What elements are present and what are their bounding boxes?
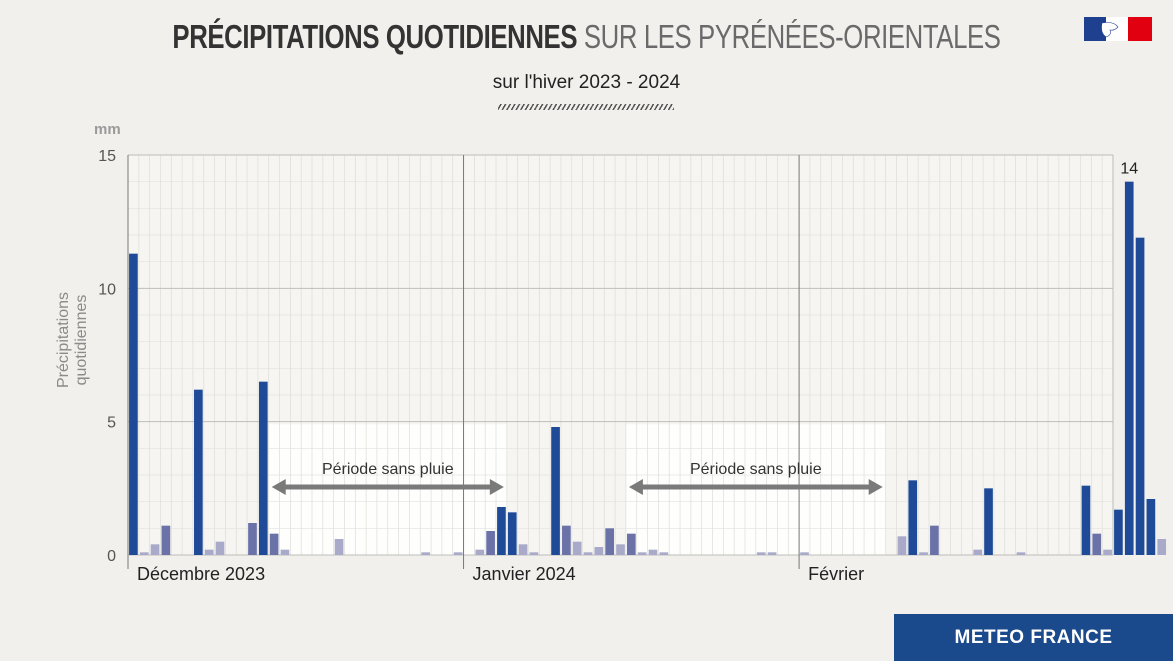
- bar-day-79: [973, 549, 983, 555]
- bar-day-93: [1124, 181, 1134, 555]
- month-label: Janvier 2024: [473, 564, 576, 584]
- month-label: Février: [808, 564, 864, 584]
- bar-day-50: [659, 552, 669, 555]
- bar-day-49: [648, 549, 658, 555]
- bar-day-90: [1092, 533, 1102, 555]
- bar-day-31: [453, 552, 463, 555]
- dry-period-label-2: Période sans pluie: [690, 461, 822, 478]
- bar-day-7: [194, 389, 203, 555]
- bar-day-91: [1103, 549, 1112, 555]
- bar-day-80: [984, 488, 993, 555]
- bar-day-2: [139, 552, 149, 555]
- bar-day-28: [421, 552, 430, 555]
- bar-day-20: [334, 539, 344, 555]
- bar-day-74: [919, 552, 928, 555]
- dry-period-label-1: Période sans pluie: [322, 461, 454, 478]
- bar-day-46: [616, 544, 625, 555]
- subtitle: sur l'hiver 2023 - 2024: [492, 72, 681, 93]
- bar-day-8: [204, 549, 214, 555]
- bar-day-92: [1114, 509, 1123, 555]
- arrow-head-left: [271, 479, 286, 495]
- bar-day-83: [1016, 552, 1026, 555]
- bar-day-63: [800, 552, 809, 555]
- y-unit: mm: [94, 121, 121, 138]
- bar-day-60: [767, 552, 777, 555]
- decorative-hatch: [498, 104, 674, 110]
- bar-day-45: [605, 528, 615, 555]
- bar-day-4: [161, 525, 171, 555]
- bar-day-72: [897, 536, 907, 555]
- y-tick-label: 0: [107, 548, 116, 565]
- bar-day-47: [626, 533, 636, 555]
- month-label: Décembre 2023: [137, 564, 265, 584]
- meteo-france-brand: METEO FRANCE: [894, 614, 1173, 661]
- bar-day-15: [280, 549, 290, 555]
- bar-day-13: [258, 381, 268, 555]
- bar-day-59: [756, 552, 766, 555]
- bar-day-33: [475, 549, 485, 555]
- bar-day-44: [594, 547, 604, 555]
- bar-day-75: [930, 525, 939, 555]
- arrow-head-right: [489, 479, 504, 495]
- bar-day-3: [150, 544, 160, 555]
- bar-day-9: [215, 541, 225, 555]
- bar-day-14: [269, 533, 279, 555]
- title-light: SUR LES PYRÉNÉES-ORIENTALES: [577, 18, 1001, 55]
- y-tick-label: 15: [98, 148, 116, 165]
- bar-day-94: [1135, 237, 1145, 555]
- bar-day-43: [583, 552, 593, 555]
- bar-day-34: [486, 531, 495, 555]
- bar-day-89: [1081, 485, 1091, 555]
- arrow-head-left: [628, 479, 643, 495]
- page-title: PRÉCIPITATIONS QUOTIDIENNES SUR LES PYRÉ…: [129, 18, 1044, 56]
- max-value-label: 14: [1120, 161, 1138, 178]
- bar-day-95: [1146, 499, 1156, 555]
- republique-francaise-logo-icon: [1084, 17, 1152, 41]
- bar-day-48: [637, 552, 647, 555]
- bar-day-1: [129, 253, 138, 555]
- bar-day-37: [518, 544, 528, 555]
- bar-day-96: [1157, 539, 1167, 555]
- y-tick-label: 5: [107, 415, 116, 432]
- bar-day-42: [572, 541, 582, 555]
- bar-day-73: [908, 480, 918, 555]
- bar-day-40: [551, 427, 560, 555]
- bar-day-38: [529, 552, 539, 555]
- bar-day-41: [562, 525, 571, 555]
- y-tick-label: 10: [98, 281, 116, 298]
- bar-day-35: [497, 507, 506, 555]
- bar-day-36: [507, 512, 517, 555]
- arrow-head-right: [868, 479, 883, 495]
- bar-day-12: [248, 523, 257, 555]
- title-bold: PRÉCIPITATIONS QUOTIDIENNES: [172, 18, 578, 55]
